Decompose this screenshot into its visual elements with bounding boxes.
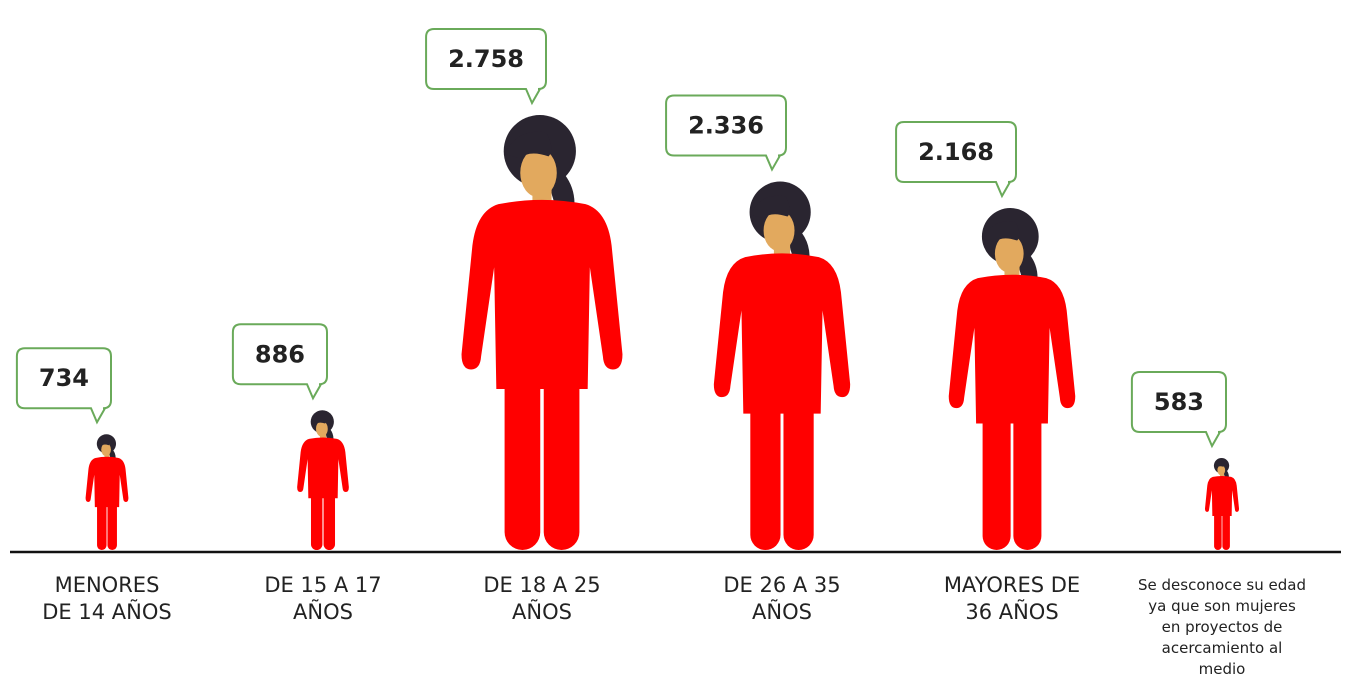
category-label: DE 15 A 17 AÑOS — [264, 573, 382, 624]
category-label: MAYORES DE 36 AÑOS — [943, 573, 1081, 624]
body — [461, 199, 623, 390]
leg — [107, 501, 117, 550]
leg — [504, 367, 541, 550]
figure — [461, 115, 623, 550]
speech-bubble — [895, 121, 1017, 199]
figure — [297, 410, 349, 550]
leg — [750, 395, 781, 550]
fringe — [982, 221, 1020, 243]
category-label: Se desconoce su edad ya que son mujeres … — [1138, 576, 1306, 678]
face — [101, 443, 111, 457]
leg — [323, 491, 336, 550]
speech-bubble — [665, 94, 787, 172]
leg — [97, 501, 107, 550]
speech-bubble — [15, 347, 112, 425]
speech-bubble — [1130, 371, 1227, 449]
category-label: DE 18 A 25 AÑOS — [483, 573, 601, 624]
fringe — [750, 195, 790, 219]
leg — [1013, 406, 1042, 550]
fringe — [311, 415, 326, 425]
leg — [310, 491, 323, 550]
fringe — [97, 438, 110, 446]
leg — [1214, 511, 1222, 550]
fringe — [505, 131, 552, 159]
face — [994, 234, 1024, 273]
speech-bubble — [231, 323, 328, 401]
category-label: MENORES DE 14 AÑOS — [42, 573, 172, 624]
speech-bubble — [425, 28, 547, 106]
face — [763, 209, 795, 252]
face — [520, 148, 557, 198]
leg — [982, 406, 1011, 550]
figure — [85, 434, 129, 550]
body — [713, 253, 851, 414]
fringe — [1214, 461, 1224, 468]
value-label: 734 — [39, 364, 89, 392]
body — [297, 437, 349, 499]
value-label: 2.336 — [688, 112, 764, 140]
figure — [948, 208, 1076, 550]
body — [1204, 475, 1240, 516]
value-label: 886 — [255, 340, 305, 368]
category-label: DE 26 A 35 AÑOS — [723, 573, 841, 624]
face — [1217, 465, 1226, 476]
leg — [783, 395, 814, 550]
body — [948, 274, 1076, 424]
figure — [713, 181, 851, 550]
face — [316, 421, 328, 437]
value-label: 2.758 — [448, 45, 524, 73]
leg — [543, 367, 580, 550]
leg — [1222, 511, 1230, 550]
value-label: 583 — [1154, 388, 1204, 416]
body — [85, 456, 129, 508]
figure — [1204, 458, 1240, 550]
value-label: 2.168 — [918, 138, 994, 166]
